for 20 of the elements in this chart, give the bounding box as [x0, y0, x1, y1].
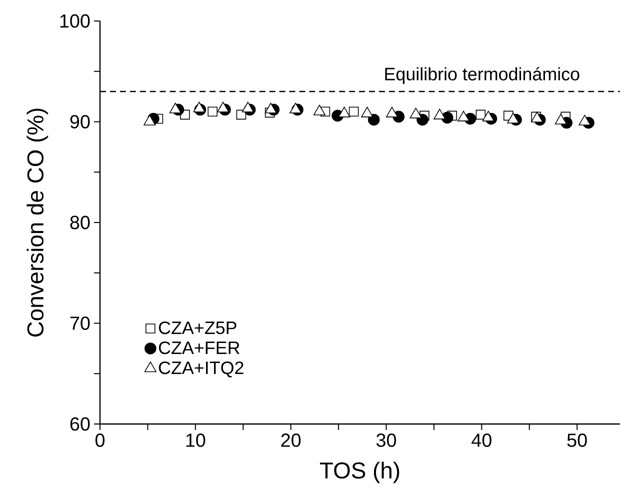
point [348, 106, 359, 117]
ref-line-label: Equilibrio termodinámico [385, 67, 580, 84]
x-tick-label: 20 [281, 434, 301, 447]
y-tick-label: 90 [70, 115, 90, 128]
legend-label: CZA+ITQ2 [158, 361, 244, 378]
x-tick-label: 50 [567, 434, 587, 447]
legend-label: CZA+FER [158, 341, 240, 354]
x-tick-label: 40 [472, 434, 492, 447]
x-axis-title: TOS (h) [320, 462, 400, 484]
point [368, 114, 380, 126]
x-tick-label: 0 [95, 434, 105, 447]
y-axis-title: Conversion de CO (%) [26, 108, 48, 337]
legend-label: CZA+Z5P [158, 321, 236, 334]
x-tick-label: 10 [186, 434, 206, 447]
y-tick-label: 100 [60, 14, 90, 28]
x-tick-label: 30 [376, 434, 396, 447]
y-tick-label: 80 [70, 216, 90, 230]
y-tick-label: 70 [70, 316, 90, 330]
y-tick-label: 60 [70, 417, 90, 431]
point [208, 106, 218, 117]
